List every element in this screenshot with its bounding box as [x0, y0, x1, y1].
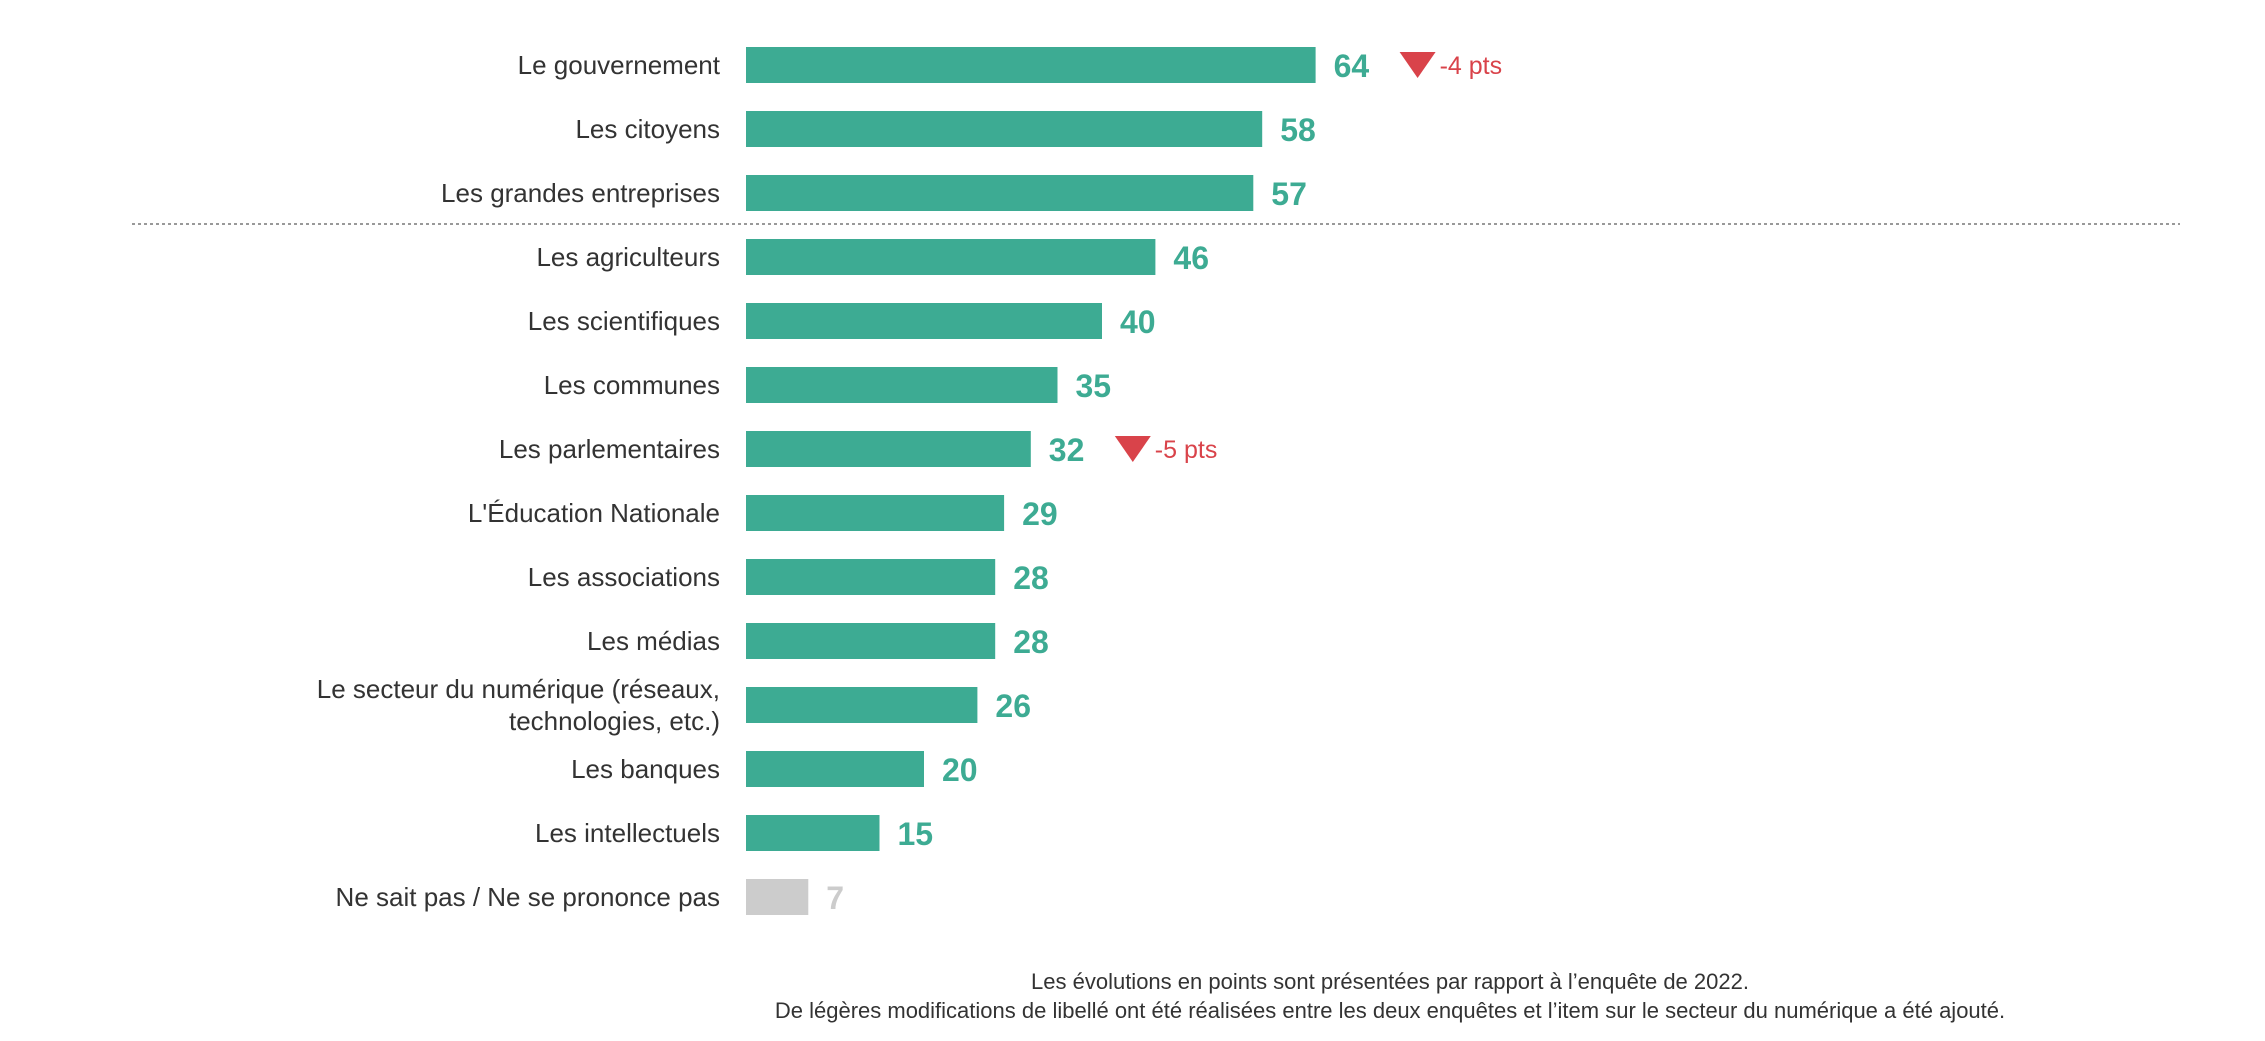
value-label-5: 35 [1076, 368, 1112, 404]
bar-7 [746, 495, 1005, 531]
down-triangle-icon [1399, 52, 1436, 78]
value-label-3: 46 [1173, 240, 1209, 276]
category-label-13: Ne sait pas / Ne se prononce pas [336, 882, 720, 912]
value-label-10: 26 [995, 688, 1031, 724]
category-label-4: Les scientifiques [528, 306, 720, 336]
value-label-1: 58 [1280, 112, 1316, 148]
bar-11 [746, 751, 924, 787]
change-label-1: -5 pts [1155, 436, 1218, 464]
category-label-8: Les associations [528, 562, 720, 592]
category-label-6: Les parlementaires [499, 434, 720, 464]
category-label-10: Le secteur du numérique (réseaux, technol… [317, 674, 720, 736]
bars [746, 47, 1316, 915]
category-labels: Le gouvernement Les citoyens Les grandes e… [317, 50, 721, 912]
value-label-8: 28 [1013, 560, 1049, 596]
value-label-12: 15 [898, 816, 934, 852]
bar-2 [746, 175, 1254, 211]
bar-13 [746, 879, 809, 915]
bar-3 [746, 239, 1156, 275]
category-label-0: Le gouvernement [518, 50, 721, 80]
category-label-7: L'Éducation Nationale [468, 498, 720, 528]
bar-0 [746, 47, 1316, 83]
bar-10 [746, 687, 978, 723]
category-label-2: Les grandes entreprises [441, 178, 720, 208]
change-label-0: -4 pts [1440, 52, 1503, 80]
category-label-9: Les médias [587, 626, 720, 656]
change-annotations: -4 pts -5 pts [1114, 52, 1503, 464]
category-label-11: Les banques [571, 754, 720, 784]
value-label-7: 29 [1022, 496, 1058, 532]
value-label-6: 32 [1049, 432, 1085, 468]
value-label-13: 7 [826, 880, 844, 916]
category-label-12: Les intellectuels [535, 818, 720, 848]
note-line-2: De légères modifications de libellé ont … [774, 998, 2006, 1023]
bar-12 [746, 815, 880, 851]
bar-4 [746, 303, 1102, 339]
value-label-11: 20 [942, 752, 978, 788]
bar-6 [746, 431, 1031, 467]
note-line-1: Les évolutions en points sont présentées… [1031, 969, 1749, 994]
value-label-4: 40 [1120, 304, 1156, 340]
bar-5 [746, 367, 1058, 403]
value-label-2: 57 [1271, 176, 1307, 212]
category-label-1: Les citoyens [575, 114, 720, 144]
value-label-9: 28 [1013, 624, 1049, 660]
category-label-5: Les communes [544, 370, 720, 400]
down-triangle-icon [1114, 436, 1151, 462]
bar-1 [746, 111, 1263, 147]
value-label-0: 64 [1334, 48, 1370, 84]
bar-8 [746, 559, 996, 595]
category-label-3: Les agriculteurs [536, 242, 720, 272]
bar-9 [746, 623, 996, 659]
